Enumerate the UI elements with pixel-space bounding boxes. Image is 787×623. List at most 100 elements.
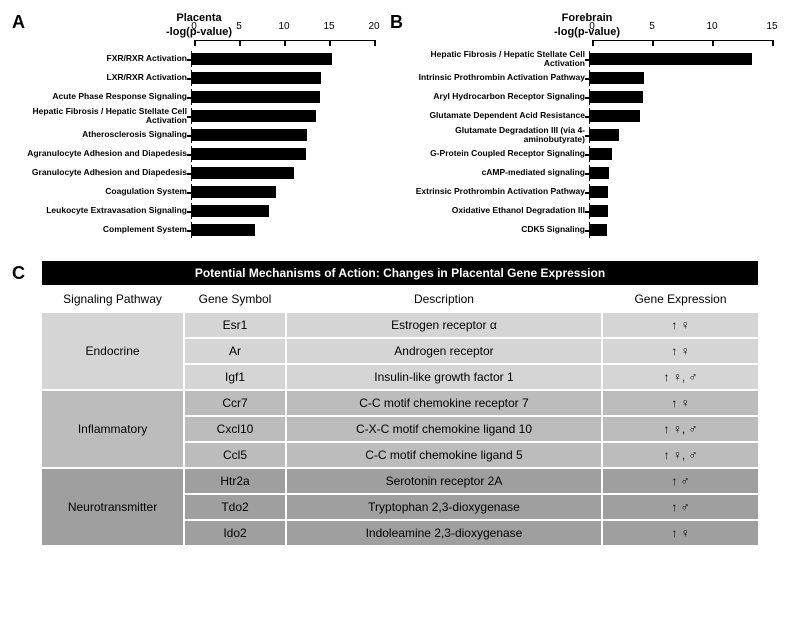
desc-cell: C-C motif chemokine receptor 7 (286, 390, 602, 416)
gene-cell: Ar (184, 338, 286, 364)
expr-cell: ↑ ♂ (602, 468, 759, 494)
table-header: Signaling Pathway (41, 286, 184, 312)
bar-label: Coagulation System (26, 187, 191, 196)
bar-label: Extrinsic Prothrombin Activation Pathway (404, 187, 589, 196)
axis-tick-label: 10 (706, 21, 717, 32)
chart-subtitle: -log(p-value) (26, 26, 372, 38)
gene-cell: Ccl5 (184, 442, 286, 468)
bar-row: Hepatic Fibrosis / Hepatic Stellate Cell… (404, 51, 770, 67)
axis-tick-label: 20 (368, 21, 379, 32)
bar-rect (590, 205, 608, 217)
bar-rect (590, 224, 607, 236)
mechanisms-table: Potential Mechanisms of Action: Changes … (40, 259, 760, 547)
bar-row: Coagulation System (26, 184, 372, 200)
bar-row: Glutamate Dependent Acid Resistance (404, 108, 770, 124)
bar-label: Oxidative Ethanol Degradation III (404, 206, 589, 215)
bar-row: G-Protein Coupled Receptor Signaling (404, 146, 770, 162)
bar-label: Glutamate Dependent Acid Resistance (404, 111, 589, 120)
gene-cell: Tdo2 (184, 494, 286, 520)
chart-title: Placenta (26, 12, 372, 24)
panel-b: B Forebrain-log(p-value)051015Hepatic Fi… (390, 12, 770, 241)
bar-rect (590, 148, 612, 160)
bar-label: Complement System (26, 225, 191, 234)
top-row: A Placenta -log(p-value) 0 5 10 15 20 FXR/RXR A… (12, 12, 775, 241)
panel-c: C Potential Mechanisms of Action: Change… (12, 259, 775, 547)
table-header: Gene Expression (602, 286, 759, 312)
axis-tick-label: 0 (589, 21, 595, 32)
gene-cell: Ccr7 (184, 390, 286, 416)
expr-cell: ↑ ♀ (602, 520, 759, 546)
pathway-cell: Neurotransmitter (41, 468, 184, 546)
bar-label: Granulocyte Adhesion and Diapedesis (26, 168, 191, 177)
bar-row: Atherosclerosis Signaling (26, 127, 372, 143)
bar-rect (590, 72, 644, 84)
desc-cell: Indoleamine 2,3-dioxygenase (286, 520, 602, 546)
bar-rect (192, 129, 307, 141)
expr-cell: ↑ ♂ (602, 494, 759, 520)
bar-row: Hepatic Fibrosis / Hepatic Stellate Cell… (26, 108, 372, 124)
bar-rect (192, 53, 332, 65)
chart-b: Forebrain-log(p-value)051015Hepatic Fibr… (404, 12, 770, 238)
bar-label: Intrinsic Prothrombin Activation Pathway (404, 73, 589, 82)
expr-cell: ↑ ♀ (602, 338, 759, 364)
bar-label: Leukocyte Extravasation Signaling (26, 206, 191, 215)
bar-row: Intrinsic Prothrombin Activation Pathway (404, 70, 770, 86)
bar-label: FXR/RXR Activation (26, 54, 191, 63)
bar-label: Glutamate Degradation III (via 4-aminobu… (404, 126, 589, 145)
desc-cell: Tryptophan 2,3-dioxygenase (286, 494, 602, 520)
bar-rect (590, 167, 609, 179)
bar-row: Complement System (26, 222, 372, 238)
desc-cell: Androgen receptor (286, 338, 602, 364)
pathway-cell: Inflammatory (41, 390, 184, 468)
table-row: InflammatoryCcr7C-C motif chemokine rece… (41, 390, 759, 416)
gene-cell: Cxcl10 (184, 416, 286, 442)
panel-b-letter: B (390, 12, 403, 33)
bar-label: Acute Phase Response Signaling (26, 92, 191, 101)
bar-row: Granulocyte Adhesion and Diapedesis (26, 165, 372, 181)
desc-cell: Insulin-like growth factor 1 (286, 364, 602, 390)
bar-row: Agranulocyte Adhesion and Diapedesis (26, 146, 372, 162)
panel-a: A Placenta-log(p-value)05101520FXR/RXR A… (12, 12, 372, 241)
bar-row: Aryl Hydrocarbon Receptor Signaling (404, 89, 770, 105)
bar-row: Extrinsic Prothrombin Activation Pathway (404, 184, 770, 200)
bar-row: Acute Phase Response Signaling (26, 89, 372, 105)
bar-label: LXR/RXR Activation (26, 73, 191, 82)
expr-cell: ↑ ♀ (602, 312, 759, 338)
axis-tick-label: 10 (278, 21, 289, 32)
bar-label: CDK5 Signaling (404, 225, 589, 234)
bar-label: Aryl Hydrocarbon Receptor Signaling (404, 92, 589, 101)
desc-cell: C-C motif chemokine ligand 5 (286, 442, 602, 468)
bar-rect (192, 91, 320, 103)
axis-tick-label: 5 (649, 21, 655, 32)
bar-row: LXR/RXR Activation (26, 70, 372, 86)
bar-rect (192, 167, 294, 179)
bar-rect (590, 91, 643, 103)
table-title: Potential Mechanisms of Action: Changes … (41, 260, 759, 286)
table-row: NeurotransmitterHtr2aSerotonin receptor … (41, 468, 759, 494)
desc-cell: Serotonin receptor 2A (286, 468, 602, 494)
gene-cell: Ido2 (184, 520, 286, 546)
bar-row: cAMP-mediated signaling (404, 165, 770, 181)
axis-tick-label: 15 (766, 21, 777, 32)
desc-cell: Estrogen receptor α (286, 312, 602, 338)
bar-row: Leukocyte Extravasation Signaling (26, 203, 372, 219)
gene-cell: Htr2a (184, 468, 286, 494)
bar-row: Glutamate Degradation III (via 4-aminobu… (404, 127, 770, 143)
bar-rect (192, 224, 255, 236)
bar-rect (590, 53, 752, 65)
chart-a: Placenta-log(p-value)05101520FXR/RXR Act… (26, 12, 372, 238)
bar-rect (192, 205, 269, 217)
axis-tick-label: 5 (236, 21, 242, 32)
expr-cell: ↑ ♀, ♂ (602, 364, 759, 390)
axis-tick-label: 15 (323, 21, 334, 32)
table-header: Gene Symbol (184, 286, 286, 312)
expr-cell: ↑ ♀ (602, 390, 759, 416)
bar-rect (590, 186, 608, 198)
bar-label: G-Protein Coupled Receptor Signaling (404, 149, 589, 158)
panel-a-letter: A (12, 12, 25, 33)
desc-cell: C-X-C motif chemokine ligand 10 (286, 416, 602, 442)
pathway-cell: Endocrine (41, 312, 184, 390)
bar-rect (192, 72, 321, 84)
bar-rect (590, 129, 619, 141)
bar-label: Hepatic Fibrosis / Hepatic Stellate Cell… (26, 107, 191, 126)
